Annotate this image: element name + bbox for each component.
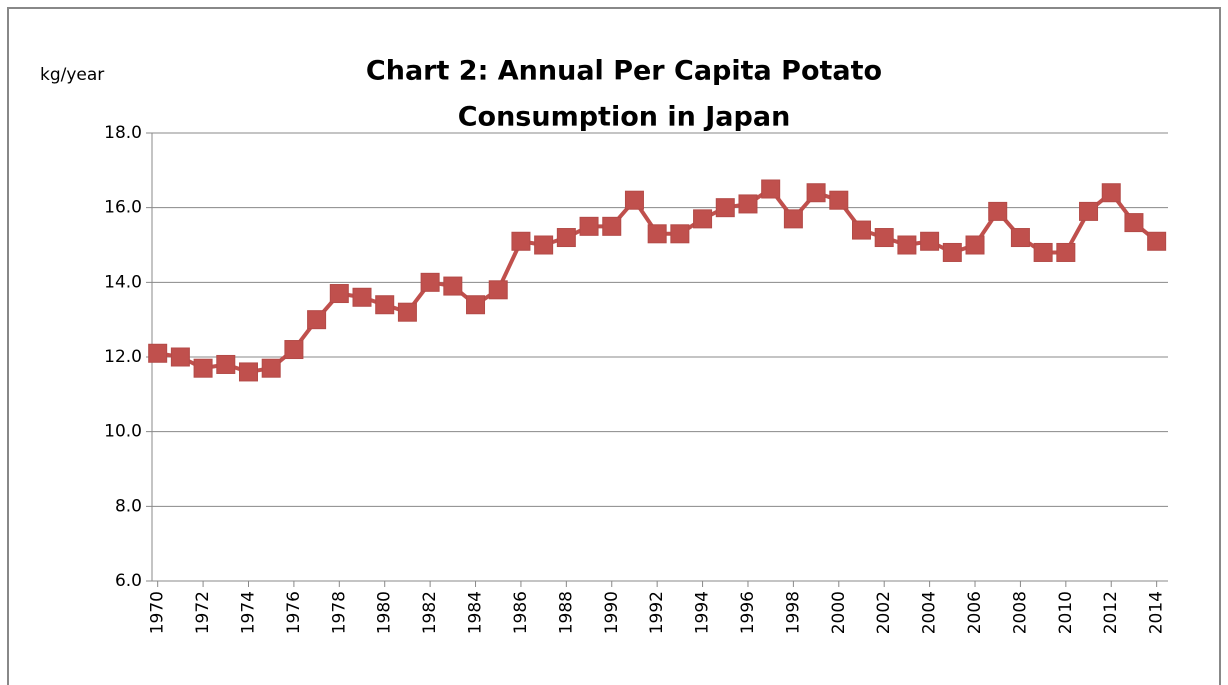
marker bbox=[193, 358, 213, 378]
y-tick-label: 12.0 bbox=[104, 347, 142, 367]
marker bbox=[920, 231, 940, 251]
x-tick-label: 2012 bbox=[1101, 591, 1121, 634]
marker bbox=[874, 228, 894, 248]
y-tick-label: 8.0 bbox=[115, 496, 142, 516]
x-tick-label: 1980 bbox=[375, 591, 395, 634]
marker bbox=[761, 179, 781, 199]
y-axis-label: kg/year bbox=[40, 65, 104, 85]
x-tick-label: 1992 bbox=[647, 591, 667, 634]
y-tick-label: 6.0 bbox=[115, 571, 142, 591]
x-tick-label: 2004 bbox=[920, 591, 940, 634]
x-tick-label: 2010 bbox=[1056, 591, 1076, 634]
x-tick-label: 1994 bbox=[693, 591, 713, 634]
marker bbox=[329, 284, 349, 304]
x-tick-label: 1976 bbox=[284, 591, 304, 634]
marker bbox=[148, 343, 168, 363]
marker bbox=[397, 302, 417, 322]
marker bbox=[851, 220, 871, 240]
y-tick-label: 14.0 bbox=[104, 272, 142, 292]
marker bbox=[988, 201, 1008, 221]
marker bbox=[738, 194, 758, 214]
chart-title: Consumption in Japan bbox=[458, 102, 791, 133]
marker bbox=[466, 295, 486, 315]
marker bbox=[1101, 183, 1121, 203]
marker bbox=[443, 276, 463, 296]
y-tick-label: 18.0 bbox=[104, 123, 142, 143]
marker bbox=[1147, 231, 1167, 251]
marker bbox=[602, 216, 622, 236]
y-tick-label: 16.0 bbox=[104, 198, 142, 218]
marker bbox=[783, 209, 803, 229]
marker bbox=[579, 216, 599, 236]
x-tick-label: 1996 bbox=[738, 591, 758, 634]
chart-title: Chart 2: Annual Per Capita Potato bbox=[366, 56, 882, 87]
marker bbox=[942, 242, 962, 262]
x-tick-label: 2000 bbox=[829, 591, 849, 634]
marker bbox=[806, 183, 826, 203]
marker bbox=[556, 228, 576, 248]
marker bbox=[170, 347, 190, 367]
marker bbox=[375, 295, 395, 315]
x-tick-label: 2014 bbox=[1147, 591, 1167, 634]
marker bbox=[670, 224, 690, 244]
x-tick-label: 2008 bbox=[1010, 591, 1030, 634]
marker bbox=[1033, 242, 1053, 262]
marker bbox=[511, 231, 531, 251]
x-tick-label: 1990 bbox=[602, 591, 622, 634]
marker bbox=[965, 235, 985, 255]
x-tick-label: 1998 bbox=[783, 591, 803, 634]
marker bbox=[488, 280, 508, 300]
x-tick-label: 1972 bbox=[193, 591, 213, 634]
marker bbox=[624, 190, 644, 210]
marker bbox=[715, 198, 735, 218]
marker bbox=[897, 235, 917, 255]
marker bbox=[238, 362, 258, 382]
y-tick-label: 10.0 bbox=[104, 422, 142, 442]
marker bbox=[829, 190, 849, 210]
marker bbox=[534, 235, 554, 255]
marker bbox=[693, 209, 713, 229]
x-tick-label: 1982 bbox=[420, 591, 440, 634]
x-tick-label: 2006 bbox=[965, 591, 985, 634]
marker bbox=[216, 354, 236, 374]
marker bbox=[1010, 228, 1030, 248]
x-tick-label: 1978 bbox=[329, 591, 349, 634]
x-tick-label: 1988 bbox=[556, 591, 576, 634]
x-tick-label: 1986 bbox=[511, 591, 531, 634]
marker bbox=[647, 224, 667, 244]
marker bbox=[420, 272, 440, 292]
marker bbox=[1079, 201, 1099, 221]
x-tick-label: 1970 bbox=[148, 591, 168, 634]
marker bbox=[1124, 213, 1144, 233]
marker bbox=[284, 340, 304, 360]
marker bbox=[261, 358, 281, 378]
x-tick-label: 2002 bbox=[874, 591, 894, 634]
chart-frame bbox=[7, 7, 1221, 685]
marker bbox=[1056, 242, 1076, 262]
marker bbox=[352, 287, 372, 307]
marker bbox=[307, 310, 327, 330]
x-tick-label: 1974 bbox=[238, 591, 258, 634]
x-tick-label: 1984 bbox=[466, 591, 486, 634]
